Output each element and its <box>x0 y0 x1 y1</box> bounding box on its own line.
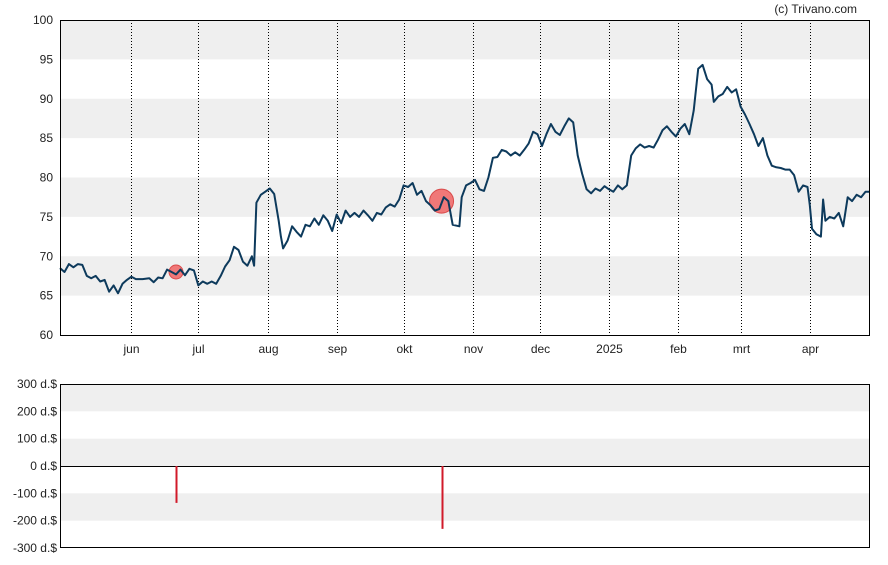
x-tick-label: feb <box>670 342 687 356</box>
volume-y-tick-label: -200 d.$ <box>13 514 57 528</box>
y-tick-label: 75 <box>40 210 54 224</box>
volume-band <box>60 384 870 412</box>
volume-band <box>60 493 870 521</box>
x-tick-label: dec <box>531 342 550 356</box>
volume-y-tick-label: 0 d.$ <box>30 459 57 473</box>
volume-panel-bands <box>60 384 870 521</box>
x-tick-label: 2025 <box>596 342 623 356</box>
volume-y-tick-label: 100 d.$ <box>17 432 57 446</box>
y-tick-label: 70 <box>40 249 54 263</box>
price-panel-frame <box>60 20 870 336</box>
price-band <box>60 177 870 217</box>
volume-panel-bars <box>175 466 444 529</box>
credit-text: (c) Trivano.com <box>774 2 857 16</box>
y-tick-label: 65 <box>40 289 54 303</box>
volume-y-tick-label: 200 d.$ <box>17 404 57 418</box>
x-tick-label: sep <box>328 342 348 356</box>
volume-y-tick-label: -100 d.$ <box>13 486 57 500</box>
price-band <box>60 20 870 60</box>
volume-panel-frame <box>60 384 870 548</box>
y-tick-label: 90 <box>40 92 54 106</box>
y-tick-label: 85 <box>40 131 54 145</box>
price-panel-y-axis: 60 65 70 75 80 85 90 95 100 <box>33 13 53 342</box>
volume-y-tick-label: 300 d.$ <box>17 377 57 391</box>
x-tick-label: jun <box>122 342 139 356</box>
volume-y-tick-label: -300 d.$ <box>13 541 57 555</box>
price-panel-bands <box>60 20 870 296</box>
volume-panel-y-axis: 300 d.$ 200 d.$ 100 d.$ 0 d.$ -100 d.$ -200 d… <box>13 377 57 555</box>
price-band <box>60 98 870 139</box>
x-tick-label: okt <box>396 342 413 356</box>
price-series-line <box>59 63 870 295</box>
x-tick-label: nov <box>464 342 483 356</box>
x-tick-label: aug <box>258 342 278 356</box>
x-tick-label: apr <box>802 342 819 356</box>
x-tick-label: mrt <box>733 342 751 356</box>
volume-band <box>60 438 870 466</box>
y-tick-label: 95 <box>40 52 54 66</box>
price-panel-x-axis: jun jul aug sep okt nov dec 2025 feb mrt apr <box>122 342 819 356</box>
y-tick-label: 60 <box>40 328 54 342</box>
y-tick-label: 80 <box>40 171 54 185</box>
y-tick-label: 100 <box>33 13 53 27</box>
x-tick-label: jul <box>191 342 204 356</box>
